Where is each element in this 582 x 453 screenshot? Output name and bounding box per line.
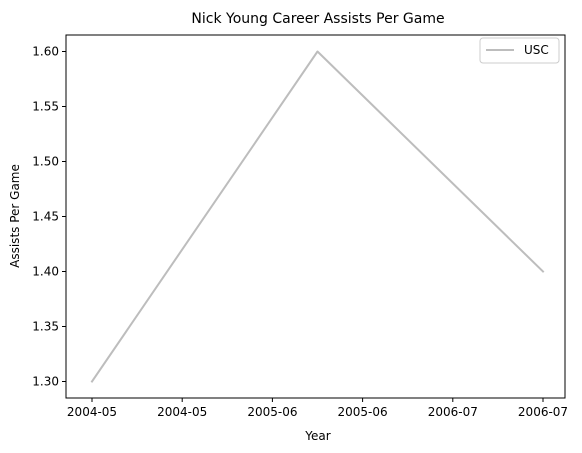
x-tick-label: 2005-06 bbox=[247, 405, 297, 419]
y-tick-label: 1.55 bbox=[32, 100, 59, 114]
y-tick-label: 1.35 bbox=[32, 320, 59, 334]
x-tick-label: 2006-07 bbox=[518, 405, 568, 419]
legend-label-usc: USC bbox=[524, 43, 549, 57]
x-tick-label: 2004-05 bbox=[157, 405, 207, 419]
chart-title: Nick Young Career Assists Per Game bbox=[191, 11, 444, 27]
y-axis-label: Assists Per Game bbox=[8, 164, 22, 268]
y-tick-label: 1.30 bbox=[32, 375, 59, 389]
x-axis-label: Year bbox=[304, 429, 330, 443]
x-tick-label: 2004-05 bbox=[67, 405, 117, 419]
y-tick-label: 1.60 bbox=[32, 45, 59, 59]
series-layer bbox=[90, 50, 545, 383]
x-tick-label: 2005-06 bbox=[338, 405, 388, 419]
x-tick-label: 2006-07 bbox=[428, 405, 478, 419]
x-axis: 2004-05 2004-05 2005-06 2005-06 2006-07 2006-… bbox=[67, 398, 568, 419]
legend: USC bbox=[479, 37, 560, 64]
y-tick-label: 1.50 bbox=[32, 155, 59, 169]
y-tick-label: 1.40 bbox=[32, 265, 59, 279]
legend-box bbox=[479, 37, 560, 64]
y-axis: 1.30 1.35 1.40 1.45 1.50 1.55 1.60 bbox=[32, 45, 66, 389]
y-tick-label: 1.45 bbox=[32, 210, 59, 224]
